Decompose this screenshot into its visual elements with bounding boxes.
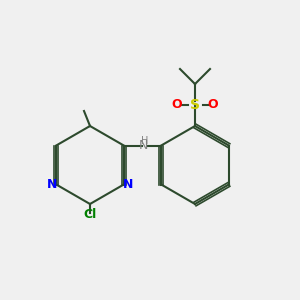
Text: S: S bbox=[190, 98, 200, 112]
Text: N: N bbox=[123, 178, 134, 191]
Text: N: N bbox=[46, 178, 57, 191]
Text: O: O bbox=[172, 98, 182, 112]
Text: Cl: Cl bbox=[83, 208, 97, 221]
Text: O: O bbox=[208, 98, 218, 112]
Text: N: N bbox=[139, 139, 148, 152]
Text: H: H bbox=[141, 136, 148, 146]
